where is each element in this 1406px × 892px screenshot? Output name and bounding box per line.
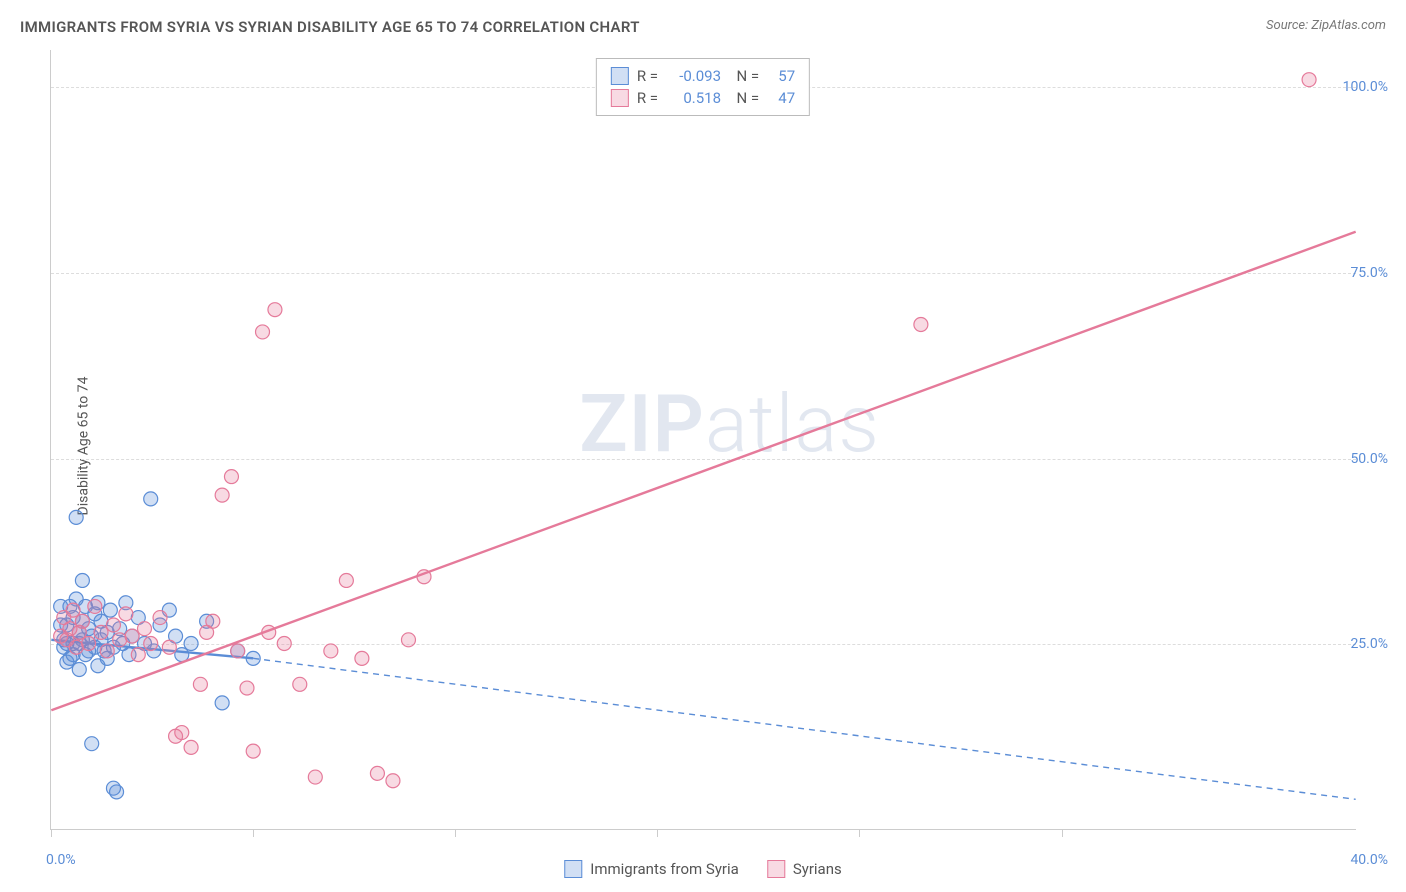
stats-n-value: 47 — [767, 89, 795, 107]
y-tick-label: 25.0% — [1350, 636, 1388, 652]
data-point — [88, 599, 102, 613]
stats-n-label: N = — [729, 89, 759, 107]
data-point — [256, 325, 270, 339]
data-point — [144, 492, 158, 506]
data-point — [125, 629, 139, 643]
data-point — [66, 603, 80, 617]
data-point — [246, 651, 260, 665]
data-point — [193, 677, 207, 691]
data-point — [293, 677, 307, 691]
data-point — [82, 637, 96, 651]
stats-r-label: R = — [637, 89, 658, 107]
data-point — [240, 681, 254, 695]
x-tick — [51, 829, 52, 837]
correlation-stats-box: R = -0.093 N = 57 R = 0.518 N = 47 — [596, 58, 810, 116]
data-point — [339, 573, 353, 587]
stats-row: R = -0.093 N = 57 — [611, 65, 795, 87]
legend-swatch — [564, 860, 582, 878]
data-point — [184, 637, 198, 651]
data-point — [224, 470, 238, 484]
data-point — [175, 726, 189, 740]
data-point — [138, 622, 152, 636]
stats-n-label: N = — [729, 67, 759, 85]
source-label: Source: ZipAtlas.com — [1266, 18, 1386, 33]
scatter-svg — [51, 50, 1356, 829]
data-point — [417, 570, 431, 584]
data-point — [386, 774, 400, 788]
stats-r-value: -0.093 — [666, 67, 721, 85]
data-point — [131, 648, 145, 662]
data-point — [277, 637, 291, 651]
data-point — [268, 303, 282, 317]
plot-area: ZIPatlas — [50, 50, 1356, 830]
stats-row: R = 0.518 N = 47 — [611, 87, 795, 109]
data-point — [153, 611, 167, 625]
trend-line — [51, 232, 1355, 711]
stats-r-label: R = — [637, 67, 658, 85]
data-point — [100, 644, 114, 658]
data-point — [75, 614, 89, 628]
data-point — [1302, 73, 1316, 87]
data-point — [103, 603, 117, 617]
legend-label: Immigrants from Syria — [590, 860, 739, 878]
x-origin-label: 0.0% — [46, 852, 76, 868]
data-point — [119, 607, 133, 621]
stats-r-value: 0.518 — [666, 89, 721, 107]
data-point — [324, 644, 338, 658]
data-point — [144, 637, 158, 651]
bottom-legend: Immigrants from Syria Syrians — [564, 860, 841, 878]
data-point — [162, 640, 176, 654]
data-point — [914, 318, 928, 332]
series-swatch — [611, 89, 629, 107]
data-point — [370, 766, 384, 780]
data-point — [113, 633, 127, 647]
data-point — [106, 618, 120, 632]
legend-swatch — [767, 860, 785, 878]
x-tick — [1062, 829, 1063, 837]
data-point — [215, 488, 229, 502]
data-point — [110, 785, 124, 799]
x-tick — [455, 829, 456, 837]
data-point — [72, 662, 86, 676]
stats-n-value: 57 — [767, 67, 795, 85]
y-tick-label: 50.0% — [1350, 451, 1388, 467]
data-point — [401, 633, 415, 647]
x-tick — [859, 829, 860, 837]
x-tick — [253, 829, 254, 837]
legend-item: Immigrants from Syria — [564, 860, 739, 878]
series-swatch — [611, 67, 629, 85]
data-point — [262, 625, 276, 639]
data-point — [231, 644, 245, 658]
data-point — [75, 573, 89, 587]
data-point — [246, 744, 260, 758]
x-tick — [657, 829, 658, 837]
y-tick-label: 75.0% — [1350, 265, 1388, 281]
data-point — [69, 510, 83, 524]
data-point — [184, 740, 198, 754]
data-point — [94, 625, 108, 639]
x-end-label: 40.0% — [1350, 852, 1388, 868]
data-point — [308, 770, 322, 784]
data-point — [85, 737, 99, 751]
legend-item: Syrians — [767, 860, 842, 878]
data-point — [355, 651, 369, 665]
data-point — [206, 614, 220, 628]
data-point — [215, 696, 229, 710]
trend-line-extrapolated — [253, 658, 1355, 799]
data-point — [69, 640, 83, 654]
chart-title: IMMIGRANTS FROM SYRIA VS SYRIAN DISABILI… — [20, 18, 640, 36]
legend-label: Syrians — [793, 860, 842, 878]
